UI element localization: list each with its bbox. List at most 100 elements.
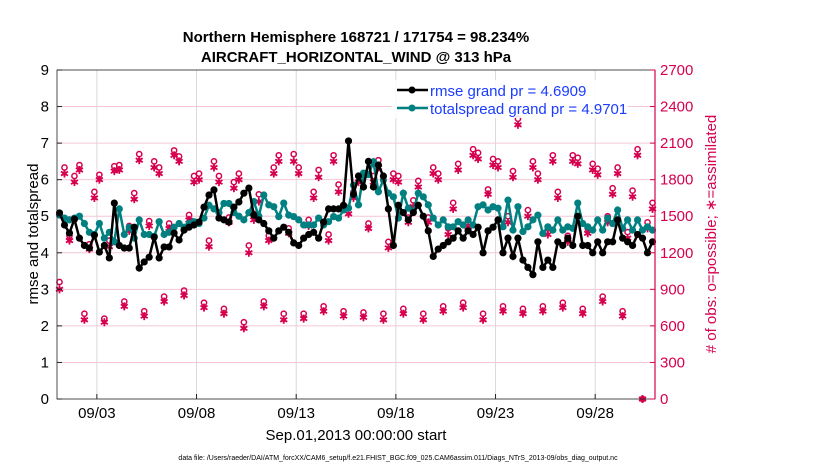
assimilated-obs-marker [598, 297, 607, 306]
totalspread-point [110, 238, 118, 246]
rmse-point [469, 230, 477, 239]
rmse-point [504, 234, 512, 242]
totalspread-point [604, 214, 612, 222]
rmse-point [549, 263, 557, 271]
asterisk-core [291, 159, 296, 164]
rmse-point [424, 227, 432, 235]
totalspread-point [574, 199, 582, 207]
asterisk-core [241, 326, 247, 331]
rmse-point [464, 227, 472, 235]
asterisk-core [386, 245, 391, 251]
y-tick-label: 6 [41, 172, 49, 189]
rmse-point [454, 227, 462, 235]
totalspread-point [220, 199, 228, 208]
rmse-point [140, 258, 148, 266]
totalspread-point [444, 223, 452, 231]
rmse-point [594, 238, 602, 246]
asterisk-core [341, 313, 346, 319]
assimilated-obs-marker [533, 175, 542, 184]
rmse-point [633, 230, 642, 239]
asterisk-core [630, 194, 635, 199]
asterisk-core [505, 220, 511, 225]
rmse-point [439, 241, 447, 250]
totalspread-point [120, 230, 128, 239]
x-tick-label: 09/23 [477, 405, 515, 422]
y2-tick-label: 600 [660, 318, 685, 335]
assimilated-obs-marker [145, 221, 154, 230]
assimilated-obs-marker [269, 169, 278, 178]
asterisk-core [251, 217, 257, 223]
rmse-point [160, 243, 168, 251]
possible-obs-marker [335, 181, 342, 188]
asterisk-core [585, 231, 590, 236]
totalspread-point [389, 193, 397, 201]
possible-obs-marker [449, 199, 457, 207]
rmse-point [195, 218, 203, 226]
legend-spread-label: totalspread grand pr = 4.9701 [430, 101, 627, 118]
assimilated-obs-marker [70, 178, 79, 187]
totalspread-point [210, 205, 218, 213]
possible-obs-marker [205, 237, 213, 244]
totalspread-point [175, 219, 183, 228]
rmse-point [324, 205, 333, 213]
asterisk-core [236, 177, 242, 182]
rmse-point [110, 199, 118, 207]
possible-obs-marker [629, 187, 636, 194]
assimilated-obs-marker [439, 307, 448, 316]
possible-obs-marker [429, 164, 437, 171]
x-tick-label: 09/18 [377, 405, 415, 422]
asterisk-core [455, 167, 461, 173]
rmse-point [339, 201, 348, 209]
totalspread-point [514, 203, 522, 211]
totalspread-point [554, 216, 562, 224]
asterisk-core [211, 165, 217, 170]
totalspread-point [100, 234, 108, 242]
asterisk-core [620, 313, 625, 319]
asterisk-core [316, 175, 321, 180]
asterisk-core [475, 156, 481, 162]
asterisk-core [525, 214, 531, 219]
assimilated-obs-marker [434, 175, 443, 184]
totalspread-point [519, 227, 527, 236]
assimilated-obs-marker [170, 151, 179, 160]
rmse-point [589, 249, 597, 257]
totalspread-point [648, 226, 657, 234]
asterisk-core [421, 317, 426, 322]
totalspread-point [170, 223, 178, 231]
asterisk-core [231, 185, 237, 191]
rmse-point [120, 244, 128, 252]
assimilated-obs-marker [259, 302, 268, 311]
rmse-point [60, 221, 69, 229]
assimilated-obs-marker [279, 315, 288, 324]
totalspread-point [434, 221, 442, 229]
totalspread-point [300, 221, 308, 229]
rmse-point [638, 234, 647, 242]
asterisk-core [336, 189, 341, 195]
assimilated-obs-marker [518, 309, 527, 318]
rmse-point [315, 234, 323, 242]
assimilated-obs-marker [509, 173, 517, 182]
assimilated-obs-marker [80, 315, 89, 324]
rmse-point [240, 189, 248, 197]
assimilated-obs-marker [135, 156, 144, 165]
asterisk-core [67, 238, 72, 243]
totalspread-point [539, 229, 547, 238]
rmse-point [434, 245, 442, 253]
asterisk-core [490, 162, 496, 168]
legend-rmse-label: rmse grand pr = 4.6909 [430, 83, 586, 100]
possible-obs-marker [509, 167, 517, 175]
rmse-point [170, 229, 178, 237]
rmse-point [364, 157, 373, 165]
assimilated-obs-marker [613, 169, 622, 178]
assimilated-obs-marker [75, 165, 84, 174]
possible-obs-marker [454, 160, 462, 168]
totalspread-point [305, 221, 313, 229]
assimilated-obs-marker [499, 307, 507, 316]
assimilated-obs-marker [140, 312, 149, 321]
totalspread-point [429, 214, 437, 222]
rmse-point [75, 234, 84, 242]
rmse-point [329, 205, 338, 213]
rmse-point [285, 228, 293, 236]
y2-tick-label: 1500 [660, 208, 693, 225]
